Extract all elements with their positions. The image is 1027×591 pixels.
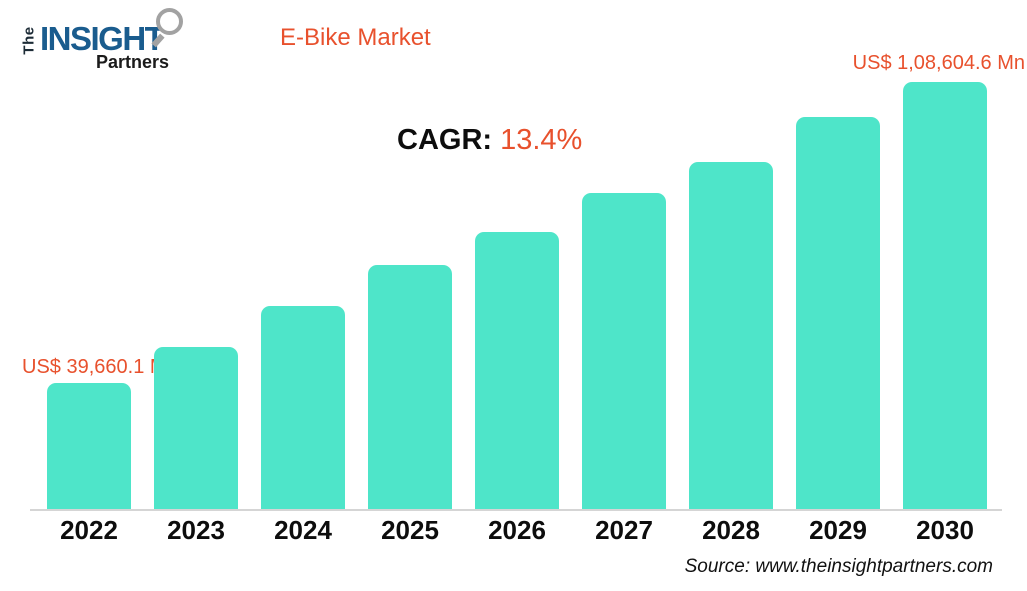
x-axis-labels: 2022 2023 2024 2025 2026 2027 2028 2029 2030 xyxy=(47,515,987,546)
year-label-2025: 2025 xyxy=(381,515,439,545)
bar-2024 xyxy=(261,306,345,509)
bar-2026 xyxy=(475,232,559,509)
cagr-value: 13.4% xyxy=(500,124,583,156)
source-note: Source: www.theinsightpartners.com xyxy=(684,556,993,577)
bar-2023 xyxy=(154,347,238,509)
cagr-label: CAGR: xyxy=(397,124,493,156)
year-label-2030: 2030 xyxy=(916,515,974,545)
year-label-2022: 2022 xyxy=(60,515,118,545)
cagr-callout: CAGR: 13.4% xyxy=(397,124,582,157)
chart-title: E-Bike Market xyxy=(280,24,431,51)
bar-2029 xyxy=(796,117,880,509)
logo-partners-text: Partners xyxy=(96,52,170,72)
bar-2028 xyxy=(689,162,773,509)
bar-chart xyxy=(47,0,987,509)
year-label-2024: 2024 xyxy=(274,515,332,545)
first-bar-value-label: US$ 39,660.1 Mn xyxy=(22,356,178,378)
last-bar-value-label: US$ 1,08,604.6 Mn xyxy=(852,52,1025,74)
bar-2022 xyxy=(47,383,131,509)
magnifier-icon xyxy=(156,8,183,35)
bar-2025 xyxy=(368,265,452,509)
logo-the-text: The xyxy=(20,26,38,55)
logo-insight-text: INSIGHT xyxy=(40,20,165,57)
year-label-2026: 2026 xyxy=(488,515,546,545)
x-axis-line xyxy=(30,509,1002,511)
year-label-2029: 2029 xyxy=(809,515,867,545)
bar-2027 xyxy=(582,193,666,509)
bar-2030 xyxy=(903,82,987,509)
year-label-2028: 2028 xyxy=(702,515,760,545)
year-label-2027: 2027 xyxy=(595,515,653,545)
year-label-2023: 2023 xyxy=(167,515,225,545)
insight-partners-logo: The INSIGHT Partners xyxy=(20,8,214,74)
